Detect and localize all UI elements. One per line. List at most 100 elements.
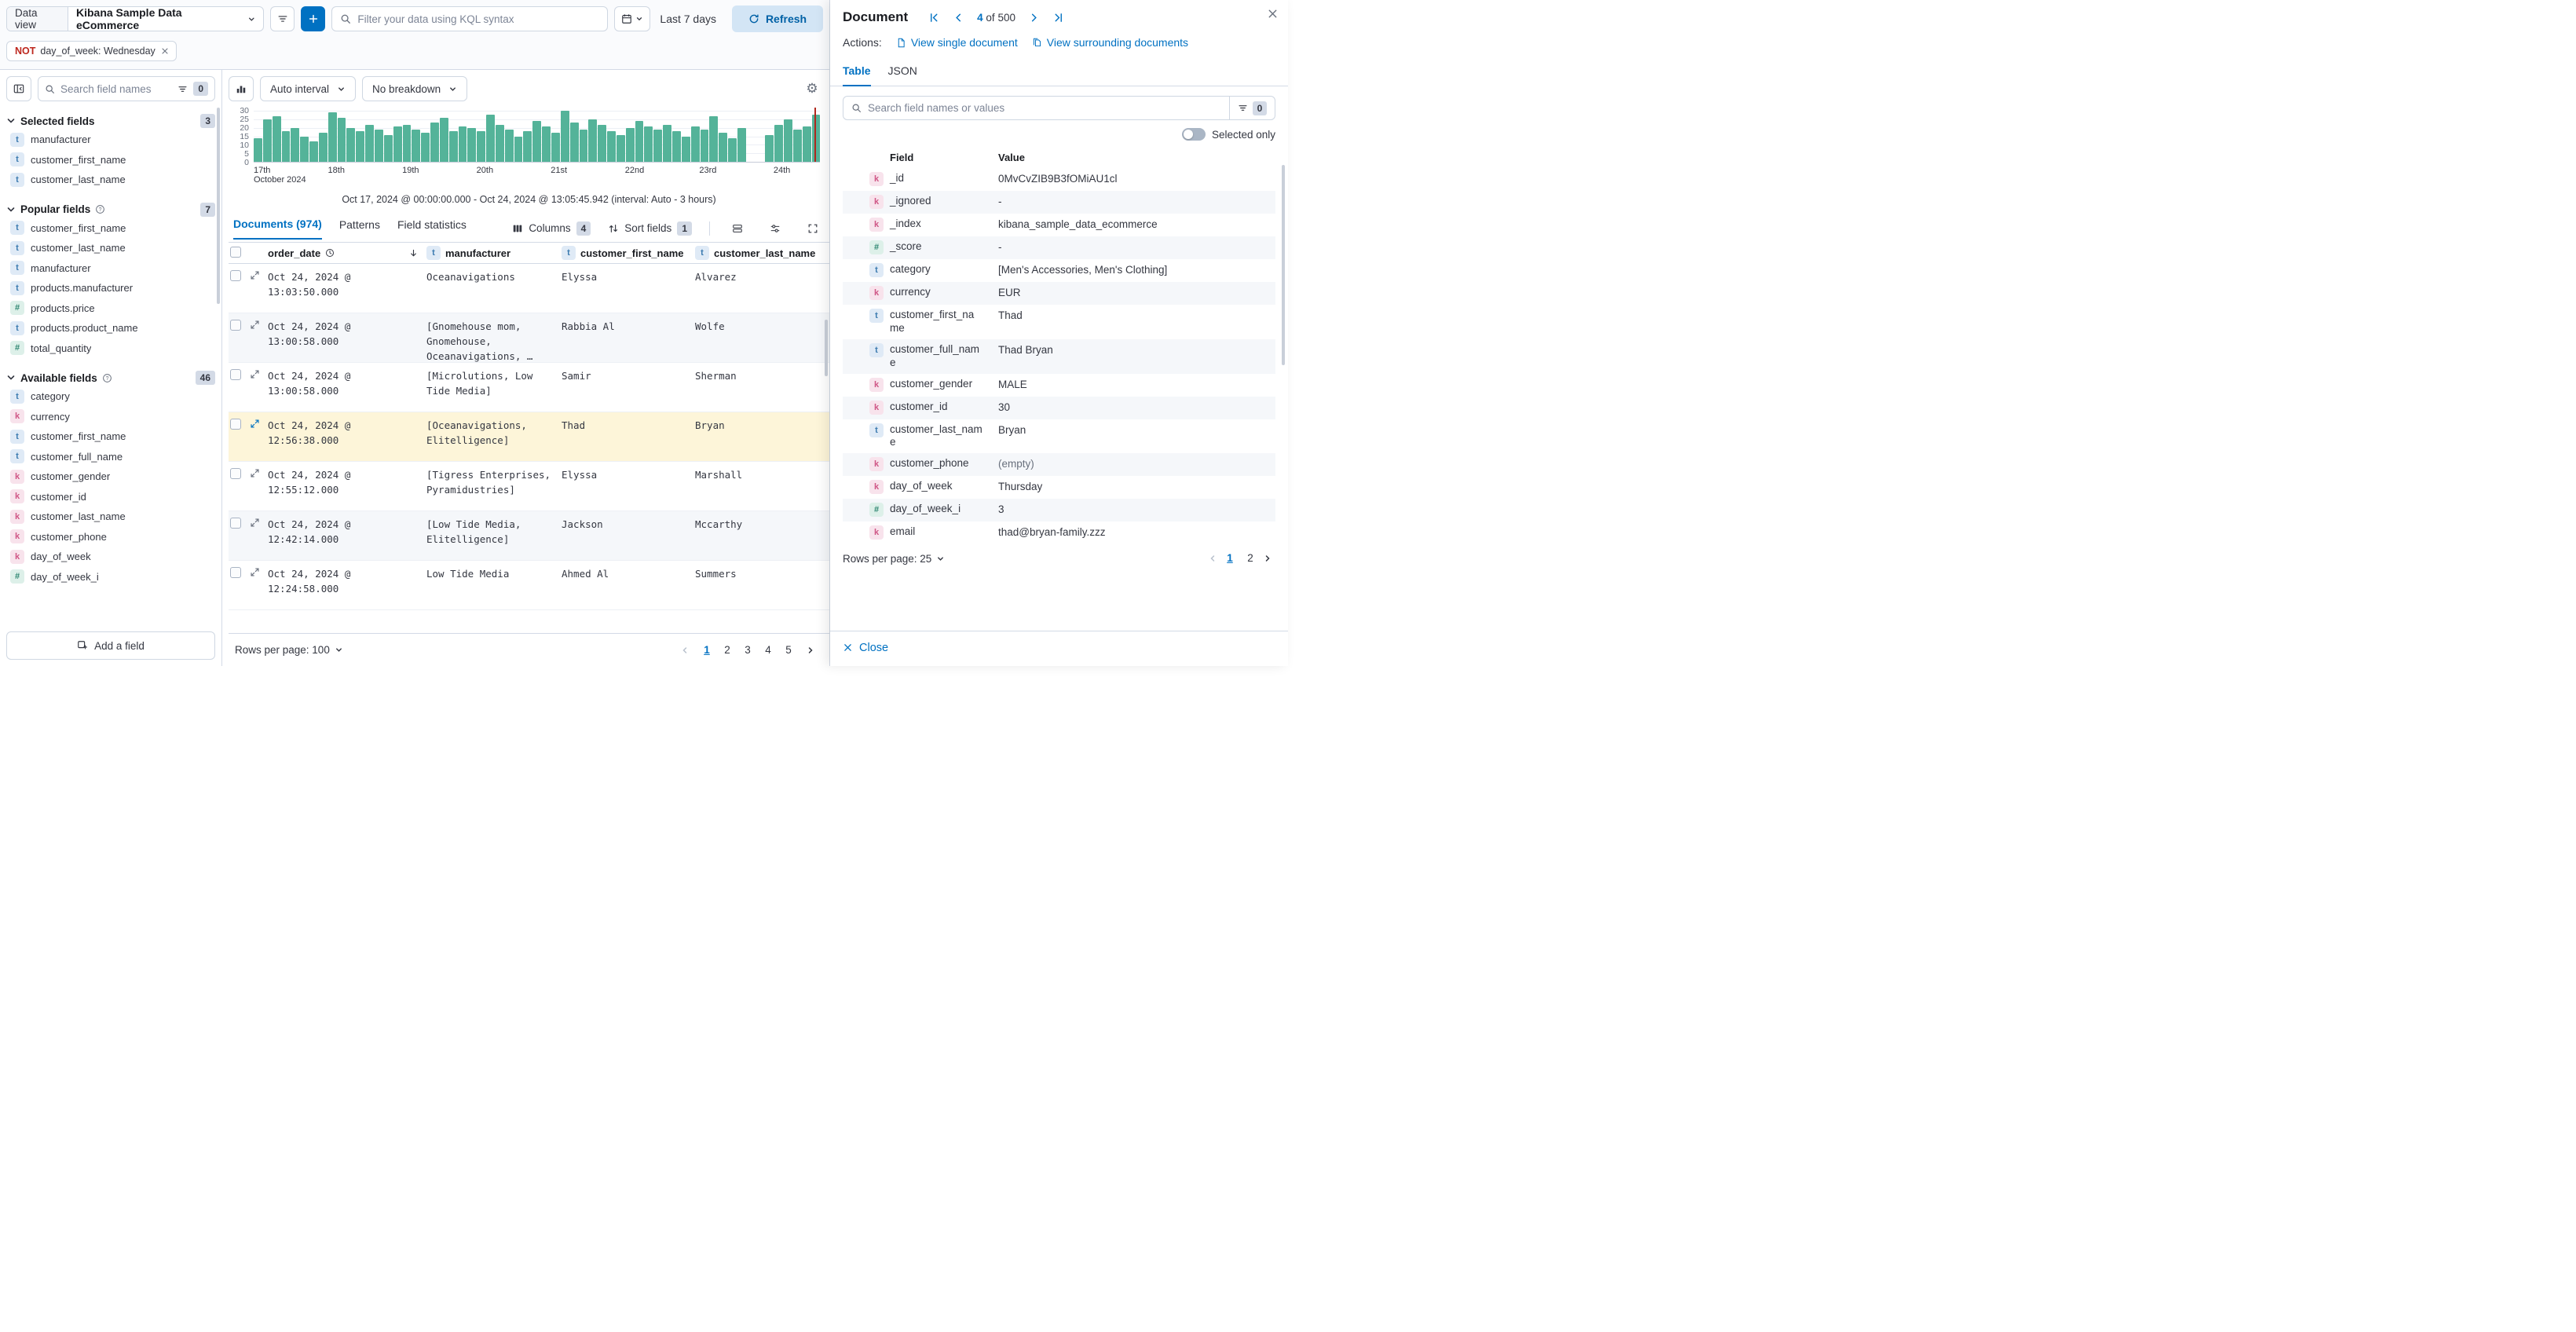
doc-field-filter-button[interactable]: 0 — [1229, 97, 1275, 119]
histogram-bar[interactable] — [542, 126, 551, 162]
expand-document-button[interactable] — [249, 313, 268, 362]
filter-pill[interactable]: NOT day_of_week: Wednesday — [6, 41, 177, 61]
histogram-bar[interactable] — [402, 124, 412, 162]
histogram-bar[interactable] — [598, 124, 607, 162]
page-button-1[interactable]: 1 — [1227, 552, 1233, 565]
row-checkbox[interactable] — [230, 369, 241, 380]
sidebar-field-products.product_name[interactable]: t products.product_name — [6, 318, 215, 338]
histogram-bar[interactable] — [644, 126, 653, 162]
expand-document-button[interactable] — [249, 412, 268, 461]
sort-fields-button[interactable]: Sort fields 1 — [608, 221, 692, 236]
nav-first-icon[interactable] — [928, 12, 940, 24]
doc-field-row-currency[interactable]: k currency EUR — [843, 282, 1275, 305]
sidebar-field-customer_first_name[interactable]: t customer_first_name — [6, 218, 215, 239]
sidebar-field-customer_last_name[interactable]: t customer_last_name — [6, 170, 215, 190]
sidebar-field-customer_first_name[interactable]: t customer_first_name — [6, 150, 215, 170]
breakdown-select[interactable]: No breakdown — [362, 76, 468, 101]
histogram-bar[interactable] — [504, 130, 514, 162]
histogram-bar[interactable] — [728, 137, 737, 162]
field-search-input[interactable]: Search field names 0 — [38, 76, 215, 101]
doc-field-row-customer_full_name[interactable]: t customer_full_name Thad Bryan — [843, 338, 1275, 374]
page-button-2[interactable]: 2 — [1247, 552, 1253, 565]
row-density-button[interactable] — [727, 218, 748, 239]
histogram-bar[interactable] — [607, 131, 616, 162]
doc-field-search[interactable]: Search field names or values 0 — [843, 96, 1275, 120]
histogram-bar[interactable] — [588, 119, 598, 162]
doc-rows-per-page-select[interactable]: Rows per page: 25 — [843, 553, 945, 565]
doc-field-row-customer_phone[interactable]: k customer_phone (empty) — [843, 453, 1275, 477]
histogram-bar[interactable] — [439, 117, 448, 162]
doc-field-row-customer_id[interactable]: k customer_id 30 — [843, 396, 1275, 419]
histogram-bar[interactable] — [560, 111, 569, 162]
expand-document-button[interactable] — [249, 264, 268, 313]
time-range-label[interactable]: Last 7 days — [660, 13, 717, 25]
expand-document-button[interactable] — [249, 462, 268, 510]
histogram-bar[interactable] — [653, 130, 663, 162]
histogram-bar[interactable] — [495, 124, 504, 162]
document-row[interactable]: Oct 24, 2024 @ 13:00:58.000 [Microlutions… — [229, 363, 829, 412]
doc-field-row-_score[interactable]: # _score - — [843, 236, 1275, 259]
doc-field-row-customer_last_name[interactable]: t customer_last_name Bryan — [843, 419, 1275, 454]
histogram-bar[interactable] — [393, 126, 402, 162]
histogram-bar[interactable] — [430, 123, 439, 162]
histogram-bar[interactable] — [551, 133, 560, 162]
doc-field-row-_id[interactable]: k _id 0MvCvZIB9B3fOMiAU1cl — [843, 168, 1275, 191]
sidebar-section-header-selected-fields[interactable]: Selected fields 3 — [6, 112, 215, 130]
sidebar-field-day_of_week[interactable]: k day_of_week — [6, 547, 215, 567]
row-checkbox[interactable] — [230, 320, 241, 331]
column-header-customer-last-name[interactable]: t customer_last_name — [695, 246, 829, 260]
row-checkbox[interactable] — [230, 468, 241, 479]
sidebar-field-manufacturer[interactable]: t manufacturer — [6, 258, 215, 279]
tab-json[interactable]: JSON — [887, 64, 917, 77]
sidebar-field-products.manufacturer[interactable]: t products.manufacturer — [6, 278, 215, 298]
tab-patterns[interactable]: Patterns — [338, 218, 380, 231]
histogram-bar[interactable] — [346, 127, 356, 162]
histogram-bar[interactable] — [681, 136, 690, 162]
sidebar-field-customer_last_name[interactable]: k customer_last_name — [6, 507, 215, 527]
histogram-bar[interactable] — [374, 130, 383, 162]
prev-page-button[interactable] — [677, 646, 693, 655]
row-checkbox[interactable] — [230, 518, 241, 529]
histogram-bar[interactable] — [467, 127, 477, 162]
histogram-bar[interactable] — [272, 115, 281, 162]
histogram-bar[interactable] — [486, 114, 495, 162]
histogram-bar[interactable] — [458, 126, 467, 162]
chart-options-button[interactable]: ⚙ — [801, 78, 823, 100]
sidebar-section-header-available-fields[interactable]: Available fields? 46 — [6, 369, 215, 386]
column-header-manufacturer[interactable]: t manufacturer — [426, 246, 562, 260]
close-flyout-button[interactable]: Close — [843, 642, 888, 654]
document-row[interactable]: Oct 24, 2024 @ 12:24:58.000 Low Tide Medi… — [229, 561, 829, 610]
expand-document-button[interactable] — [249, 561, 268, 609]
data-view-picker[interactable]: Data view Kibana Sample Data eCommerce — [6, 6, 265, 31]
fullscreen-button[interactable] — [803, 218, 823, 239]
page-button-1[interactable]: 1 — [704, 643, 710, 656]
interval-select[interactable]: Auto interval — [260, 76, 357, 101]
sidebar-scrollbar[interactable] — [217, 108, 220, 304]
doc-field-row-day_of_week_i[interactable]: # day_of_week_i 3 — [843, 499, 1275, 522]
nav-last-icon[interactable] — [1052, 12, 1064, 24]
select-all-checkbox[interactable] — [230, 246, 241, 258]
histogram-bar[interactable] — [337, 117, 346, 162]
collapse-sidebar-button[interactable] — [6, 76, 31, 101]
date-quick-select-button[interactable] — [614, 6, 651, 31]
column-header-customer-first-name[interactable]: t customer_first_name — [562, 246, 695, 260]
document-row[interactable]: Oct 24, 2024 @ 12:56:38.000 [Oceanavigati… — [229, 412, 829, 462]
histogram-bar[interactable] — [514, 136, 523, 162]
histogram-bar[interactable] — [802, 126, 811, 162]
field-filter-icon[interactable] — [177, 84, 188, 94]
page-button-5[interactable]: 5 — [785, 643, 792, 656]
doc-next-page-button[interactable] — [1260, 554, 1275, 563]
columns-button[interactable]: Columns 4 — [512, 221, 591, 236]
sidebar-field-customer_gender[interactable]: k customer_gender — [6, 467, 215, 487]
histogram-bar[interactable] — [700, 130, 709, 162]
histogram-bar[interactable] — [579, 130, 588, 162]
histogram-bar[interactable] — [719, 133, 728, 162]
sidebar-field-customer_last_name[interactable]: t customer_last_name — [6, 238, 215, 258]
histogram-bar[interactable] — [421, 133, 430, 162]
kql-search-input[interactable]: Filter your data using KQL syntax — [331, 6, 609, 31]
doc-field-row-email[interactable]: k email thad@bryan-family.zzz — [843, 521, 1275, 544]
grid-scrollbar[interactable] — [825, 320, 828, 376]
page-button-4[interactable]: 4 — [765, 643, 771, 656]
histogram-bar[interactable] — [765, 134, 774, 162]
histogram-bar[interactable] — [635, 121, 644, 162]
